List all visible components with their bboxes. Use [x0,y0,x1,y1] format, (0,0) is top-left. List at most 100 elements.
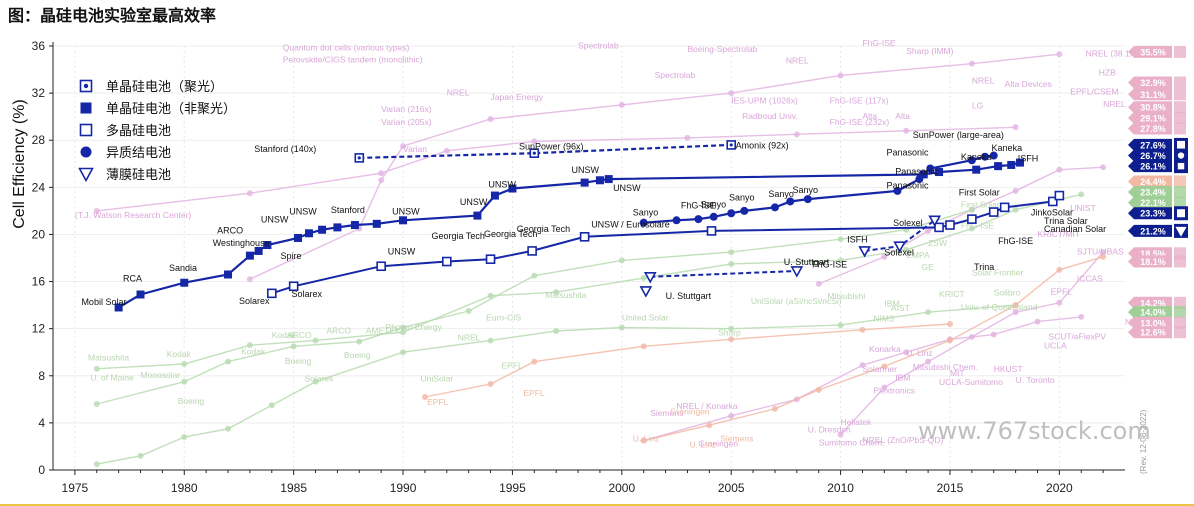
faint-point [903,349,910,356]
badge-shape [1128,45,1172,58]
point-label: Stanford (140x) [254,144,316,154]
badge-marker-bg [1174,122,1186,135]
open-triangle-down-marker [790,266,804,278]
x-tick-label: 2015 [937,481,964,495]
faint-point [728,325,735,332]
badge-value: 24.4% [1140,177,1166,187]
faint-label: LG [972,100,983,110]
legend-item: 薄膜硅电池 [78,167,171,183]
filled-square-marker [1007,160,1016,169]
faint-label: NREL [447,87,470,97]
point-label: Georgia Tech [484,229,537,239]
faint-label: Boeing [285,356,312,366]
faint-point [728,336,735,343]
badge-value: 27.8% [1140,124,1166,134]
faint-point [181,378,188,385]
efficiency-badge: 14.2% [1128,296,1186,309]
filled-square-marker [350,221,359,230]
badge-value: 18.5% [1140,249,1166,259]
filled-circle-marker [1177,152,1185,159]
faint-point [137,452,144,459]
faint-point [246,190,253,197]
badge-shape [1128,122,1172,135]
badge-marker-bg [1174,306,1186,319]
faint-point [793,131,800,138]
y-tick-label: 0 [38,463,45,477]
faint-label: AIST [891,303,910,313]
x-tick-label: 2020 [1046,481,1073,495]
point-label: Panasonic [887,148,930,158]
faint-point [225,358,232,365]
faint-point [728,412,735,419]
faint-point [93,207,100,214]
faint-point [378,170,385,177]
filled-square-marker [333,223,342,232]
point-label: Canadian Solar [1044,224,1106,234]
filled-circle-marker [639,218,648,227]
watermark: www.767stock.com [918,417,1151,445]
point-label: Solarex [239,296,270,306]
faint-point [837,72,844,79]
point-label: Georgia Tech [431,231,484,241]
y-tick-label: 8 [38,369,45,383]
faint-point [640,275,647,282]
point-label: Solarex [291,289,322,299]
square-dot-center [1179,143,1183,147]
faint-label: KRICT/MIT [1037,229,1080,239]
open-square-marker [999,202,1010,213]
point-label: UNSW / Eurosolare [591,219,670,229]
x-tick-label: 2010 [827,481,854,495]
filled-square-marker [935,168,944,177]
faint-label: Matsushita [545,290,586,300]
faint-label: UCLA [1044,341,1067,351]
filled-circle-marker [926,164,935,173]
badge-shape [1128,111,1172,124]
faint-label: Spectrolab [578,40,619,50]
faint-point [1056,51,1063,58]
y-tick-label: 12 [32,322,46,336]
faint-point [1078,191,1085,198]
efficiency-badge: 29.1% [1128,111,1186,124]
efficiency-badge: 27.6% [1128,137,1188,152]
badge-value: 35.5% [1140,47,1166,57]
badge-marker-bg [1174,326,1186,339]
badge-value: 14.0% [1140,308,1166,318]
open-square-marker [441,256,452,267]
open-triangle-down-marker [78,167,94,183]
open-square-marker [1177,209,1186,218]
efficiency-badge: 26.7% [1128,148,1188,163]
square-dot-center [83,83,89,89]
open-triangle-down-icon [78,167,94,183]
faint-point [1100,249,1107,256]
revision-note: (Rev. 12-08-2022) [1139,409,1148,474]
filled-square-marker [224,270,233,279]
filled-square-marker [490,191,499,200]
faint-point [640,437,647,444]
faint-label: UCLA-Sumitomo [939,377,1003,387]
faint-label: NREL / Konarka [677,401,738,411]
faint-point [1056,299,1063,306]
square-dot-center [357,156,361,160]
right-efficiency-badges: 35.5% 32.9% 31.1% 30.8%29.1%27.8% 27.6%26.7%… [1128,45,1188,339]
x-tick-label: 1975 [62,481,89,495]
filled-square-marker [254,246,263,255]
efficiency-badge: 18.1% [1128,255,1186,268]
efficiency-badge: 23.4% [1128,186,1186,199]
faint-label: United Solar [622,312,669,322]
filled-circle-marker [694,215,703,224]
badge-shape [1128,160,1172,173]
faint-label: MIT [950,368,965,378]
faint-label: GE [922,262,935,272]
faint-label: Varian (216x) [381,104,432,114]
faint-label: EPFL [427,397,449,407]
faint-label: EPFL [1051,287,1073,297]
faint-point [290,343,297,350]
faint-label: Solarmer [862,364,897,374]
badge-marker-bg [1174,316,1186,329]
faint-label: Groningen [670,407,710,417]
faint-point [93,365,100,372]
faint-trace [96,193,1082,370]
point-label: Kaneka [961,152,992,162]
x-tick-label: 2000 [608,481,635,495]
